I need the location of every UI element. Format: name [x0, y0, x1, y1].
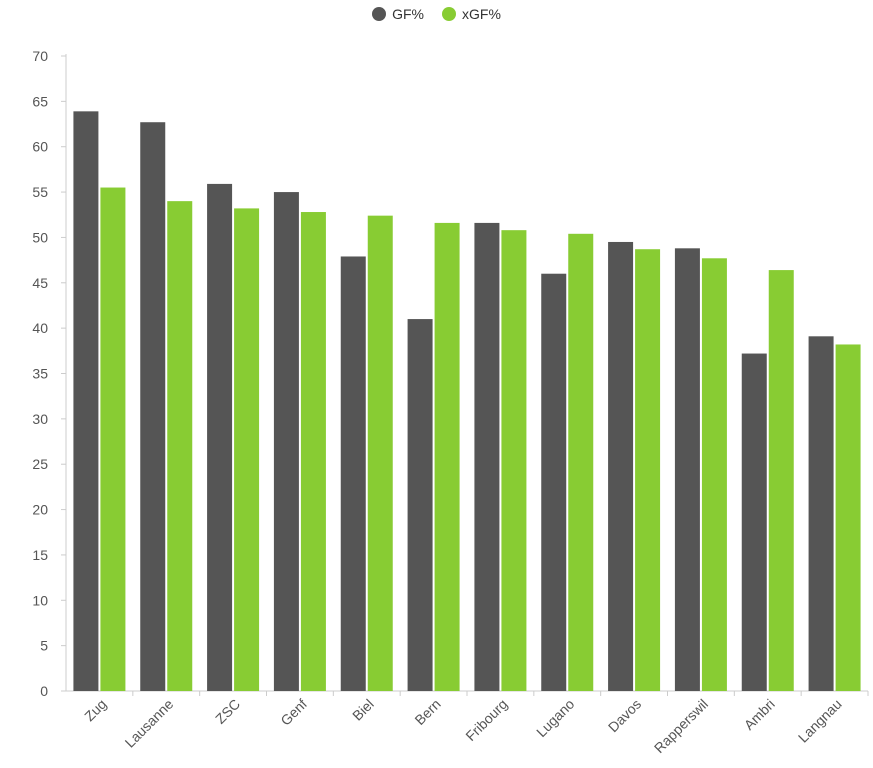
legend-item-xgf[interactable]: xGF%: [442, 6, 501, 22]
bar-gfpct-zsc: [207, 183, 233, 691]
x-tick-label: ZSC: [212, 696, 243, 727]
legend-label-gf: GF%: [392, 6, 424, 22]
bar-xgfpct-rapperswil: [701, 258, 727, 691]
x-tick-label: Lausanne: [122, 696, 177, 751]
bar-xgfpct-zug: [100, 187, 126, 692]
bar-gfpct-zug: [73, 111, 99, 692]
bar-xgfpct-lugano: [568, 233, 594, 692]
bar-xgfpct-langnau: [835, 344, 861, 691]
y-tick-label: 35: [32, 366, 48, 382]
y-tick-label: 45: [32, 275, 48, 291]
bar-xgfpct-fribourg: [501, 230, 527, 691]
x-tick-label: Biel: [349, 696, 377, 724]
bar-xgfpct-davos: [635, 249, 661, 691]
bar-xgfpct-biel: [367, 215, 393, 691]
y-tick-label: 70: [32, 48, 48, 64]
y-tick-label: 50: [32, 229, 48, 245]
y-tick-label: 15: [32, 547, 48, 563]
bar-gfpct-fribourg: [474, 222, 500, 691]
x-tick-label: Davos: [605, 696, 644, 735]
y-tick-label: 55: [32, 184, 48, 200]
x-tick-label: Genf: [277, 696, 310, 729]
bar-gfpct-rapperswil: [674, 248, 700, 692]
chart-legend: GF% xGF%: [0, 6, 873, 22]
bar-gfpct-langnau: [808, 336, 834, 691]
y-tick-label: 30: [32, 411, 48, 427]
bar-xgfpct-lausanne: [167, 201, 193, 691]
bar-gfpct-ambri: [741, 353, 767, 691]
y-tick-label: 10: [32, 592, 48, 608]
legend-swatch-gf: [372, 7, 387, 21]
x-tick-label: Bern: [411, 696, 443, 728]
legend-swatch-xgf: [442, 7, 456, 21]
y-tick-label: 60: [32, 139, 48, 155]
bar-gfpct-lugano: [541, 273, 567, 691]
x-tick-label: Lugano: [533, 696, 577, 740]
x-tick-label: Rapperswil: [651, 696, 711, 756]
y-tick-label: 0: [40, 683, 48, 699]
bar-xgfpct-zsc: [234, 208, 260, 691]
bar-xgfpct-genf: [300, 212, 326, 691]
x-tick-label: Ambri: [741, 696, 778, 733]
bar-gfpct-bern: [407, 319, 433, 691]
x-tick-label: Langnau: [795, 696, 845, 746]
bar-gfpct-biel: [340, 256, 366, 691]
y-tick-label: 25: [32, 456, 48, 472]
bar-gfpct-genf: [273, 192, 299, 692]
y-tick-label: 40: [32, 320, 48, 336]
bar-xgfpct-bern: [434, 222, 460, 691]
x-tick-label: Zug: [81, 696, 109, 724]
y-tick-label: 5: [40, 638, 48, 654]
bar-xgfpct-ambri: [768, 270, 794, 691]
x-tick-label: Fribourg: [462, 696, 510, 744]
legend-item-gf[interactable]: GF%: [372, 6, 424, 22]
y-tick-label: 65: [32, 93, 48, 109]
y-tick-label: 20: [32, 502, 48, 518]
bar-gfpct-lausanne: [140, 122, 166, 691]
legend-label-xgf: xGF%: [462, 6, 501, 22]
bar-gfpct-davos: [608, 241, 634, 691]
